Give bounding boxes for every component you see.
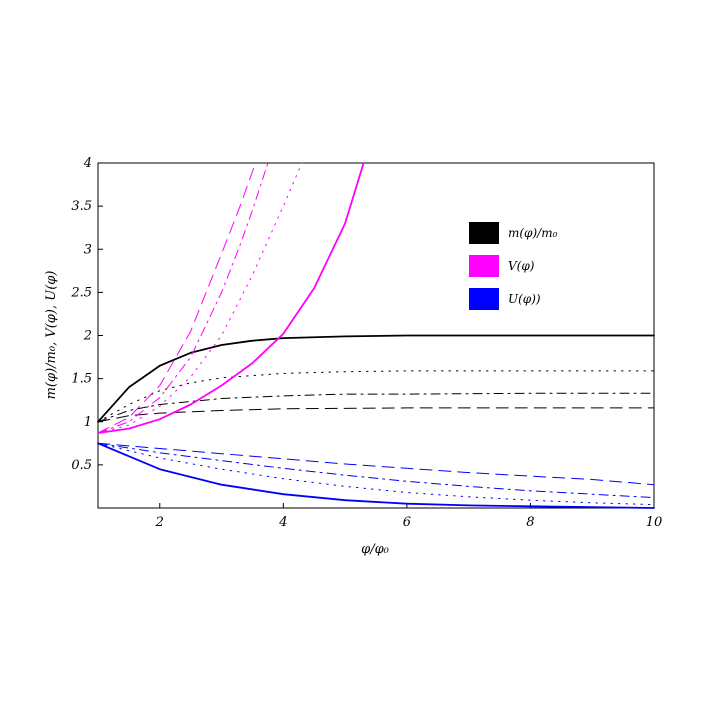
series-line-m-solid bbox=[97, 334, 655, 423]
x-tick-label: 6 bbox=[403, 515, 411, 530]
x-tick-label: 2 bbox=[155, 515, 164, 530]
series-line-V-dashed bbox=[97, 162, 256, 434]
legend-swatch bbox=[469, 222, 499, 244]
x-tick-label: 4 bbox=[278, 515, 287, 530]
y-tick-label: 4 bbox=[83, 156, 92, 171]
legend-label: V(φ) bbox=[508, 259, 535, 273]
y-tick-label: 0.5 bbox=[71, 458, 92, 473]
series-line-m-dotted bbox=[97, 370, 655, 423]
x-tick-label: 8 bbox=[526, 515, 534, 530]
y-tick-label: 1.5 bbox=[71, 372, 92, 387]
series-line-U-dashdot bbox=[97, 442, 655, 499]
series-line-V-solid bbox=[97, 162, 365, 434]
y-tick-label: 3.5 bbox=[71, 199, 92, 214]
series-line-U-solid bbox=[97, 442, 655, 509]
legend: m(φ)/m₀ V(φ) U(φ)) bbox=[469, 222, 558, 310]
series-line-m-dashed bbox=[97, 407, 655, 423]
legend-label: m(φ)/m₀ bbox=[508, 226, 558, 240]
y-axis-label: m(φ)/m₀, V(φ), U(φ) bbox=[44, 271, 59, 400]
y-tick-label: 1 bbox=[84, 415, 92, 430]
ticks: 2 4 6 8 10 0.5 1 1.5 2 2.5 3 3.5 4 bbox=[70, 156, 662, 530]
series-layer bbox=[97, 162, 655, 509]
legend-label: U(φ)) bbox=[508, 292, 541, 306]
series-line-V-dashdot bbox=[97, 162, 269, 434]
x-tick-label: 10 bbox=[646, 515, 663, 530]
y-tick-label: 3 bbox=[84, 242, 92, 257]
y-tick-label: 2 bbox=[83, 329, 92, 344]
legend-swatch bbox=[469, 288, 499, 310]
y-tick-label: 2.5 bbox=[70, 285, 92, 300]
x-axis-label: φ/φ₀ bbox=[361, 542, 390, 557]
series-line-V-dotted bbox=[97, 162, 303, 434]
series-line-U-dashed bbox=[97, 442, 655, 486]
series-line-m-dashdot bbox=[97, 392, 655, 423]
legend-swatch bbox=[469, 255, 499, 277]
